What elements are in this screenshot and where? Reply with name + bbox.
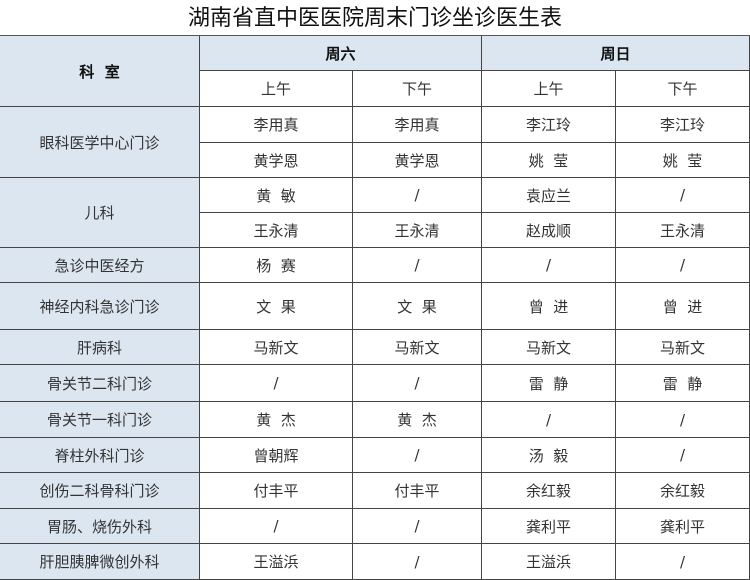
doctor-cell: 曾朝辉 — [200, 438, 353, 473]
page-title: 湖南省直中医医院周末门诊坐诊医生表 — [0, 0, 750, 36]
doctor-cell: 龚利平 — [616, 509, 750, 544]
doctor-cell: 文 果 — [200, 283, 353, 330]
doctor-cell: 王永清 — [353, 213, 482, 248]
doctor-cell: / — [616, 402, 750, 438]
doctor-cell: / — [616, 438, 750, 473]
doctor-cell: 王溢浜 — [200, 544, 353, 580]
department-name: 儿科 — [0, 178, 200, 248]
doctor-cell: / — [616, 248, 750, 283]
session-header: 上午 — [200, 71, 353, 107]
doctor-cell: / — [353, 365, 482, 402]
doctor-cell: / — [616, 544, 750, 580]
doctor-cell: 余红毅 — [482, 473, 616, 509]
department-name: 脊柱外科门诊 — [0, 438, 200, 473]
doctor-cell: 马新文 — [353, 330, 482, 365]
doctor-cell: 王永清 — [200, 213, 353, 248]
department-name: 急诊中医经方 — [0, 248, 200, 283]
doctor-cell: 余红毅 — [616, 473, 750, 509]
department-name: 眼科医学中心门诊 — [0, 107, 200, 178]
doctor-cell: 黄学恩 — [353, 143, 482, 178]
doctor-cell: 付丰平 — [200, 473, 353, 509]
doctor-cell: / — [353, 509, 482, 544]
doctor-cell: 曾 进 — [482, 283, 616, 330]
doctor-cell: 李用真 — [353, 107, 482, 143]
doctor-cell: 王永清 — [616, 213, 750, 248]
doctor-cell: / — [353, 544, 482, 580]
session-header: 上午 — [482, 71, 616, 107]
department-name: 骨关节二科门诊 — [0, 365, 200, 402]
doctor-cell: / — [353, 438, 482, 473]
dept-header: 科 室 — [0, 36, 200, 107]
doctor-cell: / — [200, 509, 353, 544]
department-name: 创伤二科骨科门诊 — [0, 473, 200, 509]
session-header: 下午 — [616, 71, 750, 107]
department-name: 肝病科 — [0, 330, 200, 365]
doctor-cell: 付丰平 — [353, 473, 482, 509]
doctor-cell: / — [200, 365, 353, 402]
doctor-cell: 黄学恩 — [200, 143, 353, 178]
day-header: 周六 — [200, 36, 482, 71]
doctor-cell: 马新文 — [482, 330, 616, 365]
doctor-cell: 袁应兰 — [482, 178, 616, 213]
doctor-cell: / — [353, 248, 482, 283]
doctor-cell: 马新文 — [616, 330, 750, 365]
doctor-cell: 李江玲 — [616, 107, 750, 143]
doctor-cell: 黄 杰 — [200, 402, 353, 438]
doctor-cell: 龚利平 — [482, 509, 616, 544]
department-name: 胃肠、烧伤外科 — [0, 509, 200, 544]
department-name: 神经内科急诊门诊 — [0, 283, 200, 330]
doctor-cell: / — [482, 402, 616, 438]
day-header: 周日 — [482, 36, 750, 71]
department-name: 骨关节一科门诊 — [0, 402, 200, 438]
session-header: 下午 — [353, 71, 482, 107]
doctor-cell: 雷 静 — [616, 365, 750, 402]
doctor-cell: 汤 毅 — [482, 438, 616, 473]
doctor-cell: 杨 赛 — [200, 248, 353, 283]
doctor-cell: 李江玲 — [482, 107, 616, 143]
doctor-cell: 姚 莹 — [616, 143, 750, 178]
doctor-cell: 黄 敏 — [200, 178, 353, 213]
doctor-cell: / — [353, 178, 482, 213]
doctor-cell: 李用真 — [200, 107, 353, 143]
doctor-cell: 文 果 — [353, 283, 482, 330]
doctor-cell: / — [616, 178, 750, 213]
doctor-cell: 王溢浜 — [482, 544, 616, 580]
doctor-cell: 雷 静 — [482, 365, 616, 402]
department-name: 肝胆胰脾微创外科 — [0, 544, 200, 580]
doctor-cell: 马新文 — [200, 330, 353, 365]
doctor-cell: 赵成顺 — [482, 213, 616, 248]
doctor-cell: / — [482, 248, 616, 283]
doctor-cell: 曾 进 — [616, 283, 750, 330]
doctor-cell: 黄 杰 — [353, 402, 482, 438]
doctor-cell: 姚 莹 — [482, 143, 616, 178]
